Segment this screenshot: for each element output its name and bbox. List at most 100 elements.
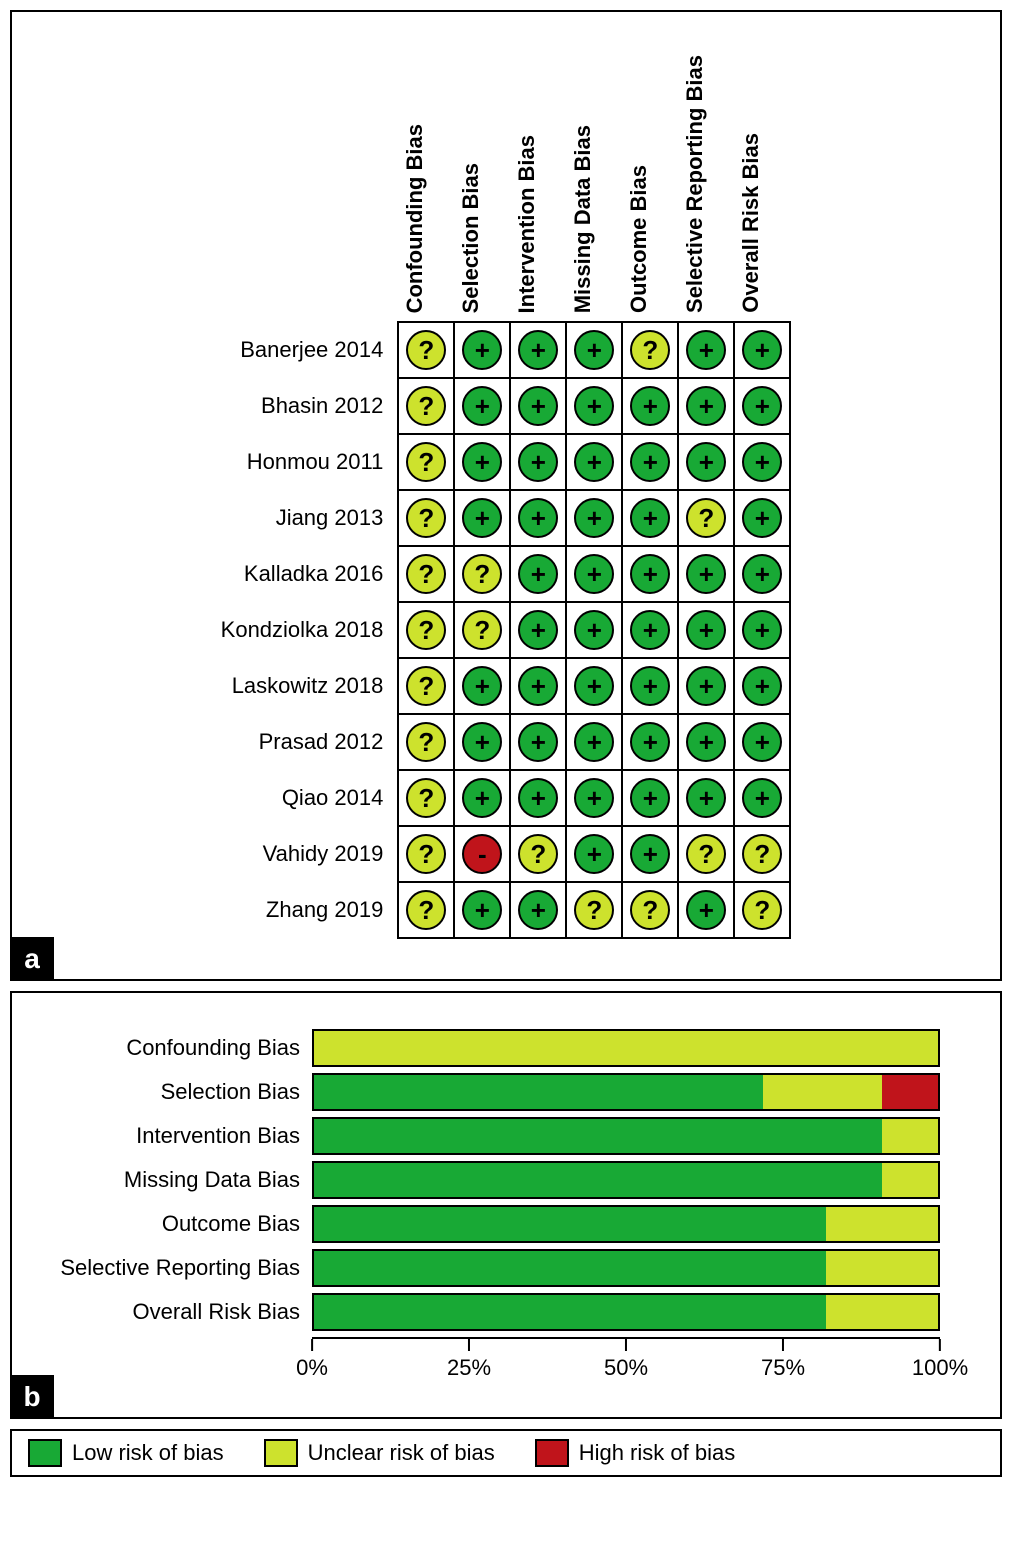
column-header: Outcome Bias <box>622 32 678 322</box>
column-header-label: Intervention Bias <box>514 131 540 313</box>
bar-row: Selection Bias <box>312 1073 940 1111</box>
tick-label: 0% <box>296 1355 328 1381</box>
risk-dot-low: + <box>686 554 726 594</box>
grid-cell: + <box>678 770 734 826</box>
risk-dot-low: + <box>574 554 614 594</box>
panel-b-label: b <box>10 1375 54 1419</box>
risk-dot-low: + <box>686 386 726 426</box>
risk-dot-unclear: ? <box>406 722 446 762</box>
bar-row: Selective Reporting Bias <box>312 1249 940 1287</box>
grid-cell: + <box>566 770 622 826</box>
grid-cell: + <box>566 714 622 770</box>
tick-line <box>625 1339 627 1351</box>
bar-segment-low <box>314 1295 826 1329</box>
grid-cell: + <box>678 882 734 938</box>
grid-cell: + <box>454 770 510 826</box>
study-label: Kondziolka 2018 <box>221 602 399 658</box>
risk-dot-low: + <box>742 778 782 818</box>
tick-line <box>939 1339 941 1351</box>
grid-cell: + <box>622 714 678 770</box>
bar-label: Outcome Bias <box>52 1211 312 1237</box>
legend-label: Unclear risk of bias <box>308 1440 495 1466</box>
tick-label: 75% <box>761 1355 805 1381</box>
bar-segment-unclear <box>826 1251 938 1285</box>
risk-dot-low: + <box>686 610 726 650</box>
grid-cell: + <box>622 378 678 434</box>
grid-cell: + <box>566 434 622 490</box>
risk-dot-low: + <box>574 666 614 706</box>
risk-dot-unclear: ? <box>742 890 782 930</box>
risk-dot-low: + <box>742 330 782 370</box>
risk-dot-unclear: ? <box>686 834 726 874</box>
grid-cell: + <box>510 658 566 714</box>
risk-dot-low: + <box>462 442 502 482</box>
risk-dot-low: + <box>518 778 558 818</box>
bar-row: Missing Data Bias <box>312 1161 940 1199</box>
grid-cell: + <box>510 602 566 658</box>
risk-dot-unclear: ? <box>406 778 446 818</box>
grid-cell: + <box>454 658 510 714</box>
bar-track <box>312 1073 940 1111</box>
grid-cell: + <box>678 546 734 602</box>
grid-cell: ? <box>398 378 454 434</box>
risk-dot-low: + <box>686 890 726 930</box>
grid-cell: + <box>734 658 790 714</box>
risk-dot-low: + <box>518 386 558 426</box>
study-label: Laskowitz 2018 <box>221 658 399 714</box>
grid-cell: + <box>622 770 678 826</box>
risk-dot-low: + <box>742 386 782 426</box>
tick-label: 25% <box>447 1355 491 1381</box>
risk-dot-low: + <box>462 778 502 818</box>
legend-item-unclear: Unclear risk of bias <box>264 1439 495 1467</box>
risk-dot-low: + <box>462 498 502 538</box>
grid-cell: ? <box>398 490 454 546</box>
grid-cell: ? <box>398 658 454 714</box>
bar-label: Overall Risk Bias <box>52 1299 312 1325</box>
grid-cell: ? <box>398 602 454 658</box>
grid-cell: + <box>510 882 566 938</box>
grid-cell: + <box>566 378 622 434</box>
grid-cell: ? <box>734 826 790 882</box>
stacked-bar-chart: Confounding BiasSelection BiasInterventi… <box>312 1029 940 1397</box>
grid-cell: + <box>566 322 622 378</box>
column-header: Selection Bias <box>454 32 510 322</box>
risk-dot-unclear: ? <box>406 498 446 538</box>
risk-dot-low: + <box>518 554 558 594</box>
bar-track <box>312 1205 940 1243</box>
risk-dot-low: + <box>574 330 614 370</box>
grid-cell: + <box>622 490 678 546</box>
risk-of-bias-grid-panel: Confounding BiasSelection BiasInterventi… <box>10 10 1002 981</box>
bar-segment-unclear <box>826 1207 938 1241</box>
study-label: Banerjee 2014 <box>221 322 399 378</box>
risk-dot-unclear: ? <box>406 834 446 874</box>
column-header: Intervention Bias <box>510 32 566 322</box>
risk-dot-unclear: ? <box>630 330 670 370</box>
tick-line <box>468 1339 470 1351</box>
study-label: Qiao 2014 <box>221 770 399 826</box>
grid-cell: ? <box>510 826 566 882</box>
risk-dot-low: + <box>630 610 670 650</box>
risk-dot-low: + <box>742 610 782 650</box>
risk-dot-low: + <box>742 442 782 482</box>
risk-dot-low: + <box>574 722 614 762</box>
tick-line <box>782 1339 784 1351</box>
grid-cell: + <box>566 826 622 882</box>
legend-item-high: High risk of bias <box>535 1439 736 1467</box>
axis-tick: 50% <box>604 1339 648 1381</box>
risk-dot-low: + <box>518 666 558 706</box>
risk-dot-unclear: ? <box>406 666 446 706</box>
risk-dot-low: + <box>574 442 614 482</box>
risk-dot-unclear: ? <box>574 890 614 930</box>
risk-dot-unclear: ? <box>630 890 670 930</box>
grid-cell: + <box>510 322 566 378</box>
bar-label: Intervention Bias <box>52 1123 312 1149</box>
grid-cell: + <box>510 378 566 434</box>
bar-segment-high <box>882 1075 938 1109</box>
axis-tick: 100% <box>912 1339 968 1381</box>
bar-segment-unclear <box>314 1031 938 1065</box>
grid-cell: + <box>678 322 734 378</box>
risk-dot-unclear: ? <box>518 834 558 874</box>
risk-dot-low: + <box>742 498 782 538</box>
grid-cell: + <box>734 602 790 658</box>
legend: Low risk of biasUnclear risk of biasHigh… <box>10 1429 1002 1477</box>
